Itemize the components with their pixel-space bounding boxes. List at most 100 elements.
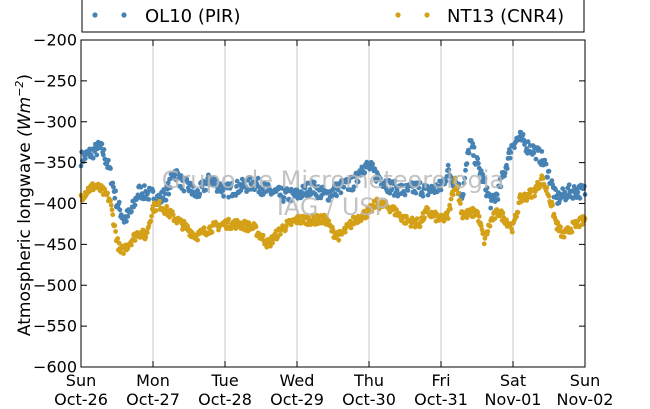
data-point (117, 207, 123, 213)
data-point (162, 191, 168, 197)
data-point (281, 195, 287, 201)
data-point (144, 230, 150, 236)
data-point (370, 161, 375, 167)
data-point (110, 212, 116, 218)
data-point (438, 187, 444, 193)
data-point (232, 222, 237, 228)
x-tick-date: Oct-30 (342, 390, 396, 409)
data-point (512, 145, 517, 151)
x-tick-day: Sat (500, 371, 526, 390)
data-point (453, 175, 458, 181)
data-point (425, 206, 431, 212)
data-point (111, 184, 116, 190)
data-point (543, 161, 549, 167)
legend-marker-ol10 (92, 12, 98, 18)
data-point (544, 185, 550, 190)
data-point (470, 141, 476, 146)
data-point (471, 153, 476, 158)
data-point (161, 187, 167, 192)
x-tick-date: Oct-27 (126, 390, 180, 409)
data-point (214, 177, 219, 183)
data-point (561, 234, 567, 240)
data-point (116, 199, 122, 205)
legend-marker-ol10 (121, 12, 127, 18)
data-point (288, 222, 294, 228)
data-point (203, 187, 209, 193)
x-tick-date: Nov-02 (557, 390, 614, 409)
data-point (494, 207, 500, 213)
data-point (504, 166, 510, 171)
data-point (264, 244, 270, 250)
data-point (463, 167, 468, 173)
plot-area (81, 40, 585, 367)
data-point (116, 240, 122, 246)
legend-label-ol10: OL10 (PIR) (145, 6, 241, 27)
data-point (132, 238, 138, 244)
data-point (229, 181, 234, 186)
data-point (149, 213, 155, 219)
data-point (359, 164, 365, 170)
data-point (546, 168, 552, 174)
data-point (482, 176, 488, 181)
data-point (462, 175, 468, 181)
y-tick-label: −450 (33, 235, 77, 254)
x-tick-date: Oct-28 (198, 390, 252, 409)
data-point (110, 180, 116, 186)
x-tick-date: Oct-31 (414, 390, 468, 409)
data-point (234, 178, 240, 184)
data-point (539, 149, 545, 154)
data-point (167, 185, 173, 191)
data-point (399, 183, 405, 189)
data-point (458, 201, 463, 206)
data-point (101, 147, 107, 152)
data-point (445, 162, 451, 168)
data-point (125, 214, 131, 219)
data-point (471, 144, 477, 150)
data-point (520, 131, 526, 137)
legend: OL10 (PIR) NT13 (CNR4) (81, 0, 585, 33)
data-point (283, 227, 288, 233)
x-tick-day: Sun (570, 371, 600, 390)
data-point (90, 155, 96, 161)
data-point (448, 196, 454, 202)
data-point (435, 189, 440, 195)
data-point (234, 184, 239, 189)
data-point (153, 208, 159, 213)
data-point (479, 227, 485, 233)
legend-marker-nt13 (395, 12, 401, 18)
data-point (362, 170, 368, 176)
data-point (188, 180, 193, 186)
data-point (443, 178, 449, 184)
data-point (495, 197, 501, 202)
data-point (455, 184, 460, 189)
data-point (170, 212, 176, 218)
data-point (326, 218, 332, 224)
data-point (148, 218, 154, 224)
data-point (461, 180, 467, 186)
data-point (560, 186, 566, 192)
y-axis-label-unit-exp: −2 (13, 81, 26, 97)
data-point (305, 180, 311, 186)
data-point (139, 191, 145, 197)
data-point (255, 175, 261, 181)
data-point (181, 188, 187, 194)
y-tick-label: −600 (33, 358, 77, 377)
data-point (525, 139, 531, 145)
data-point (113, 188, 118, 194)
data-point (508, 150, 514, 155)
data-point (209, 229, 215, 235)
data-point (558, 224, 563, 230)
data-point (311, 179, 317, 185)
data-point (460, 192, 466, 197)
data-point (487, 223, 493, 229)
data-point (492, 216, 498, 222)
data-point (351, 184, 357, 190)
data-point (146, 197, 152, 202)
data-point (550, 202, 555, 208)
data-point (509, 229, 515, 235)
data-point (106, 157, 111, 163)
data-point (336, 237, 342, 243)
data-point (165, 180, 171, 186)
data-point (201, 225, 207, 231)
data-point (167, 214, 173, 220)
